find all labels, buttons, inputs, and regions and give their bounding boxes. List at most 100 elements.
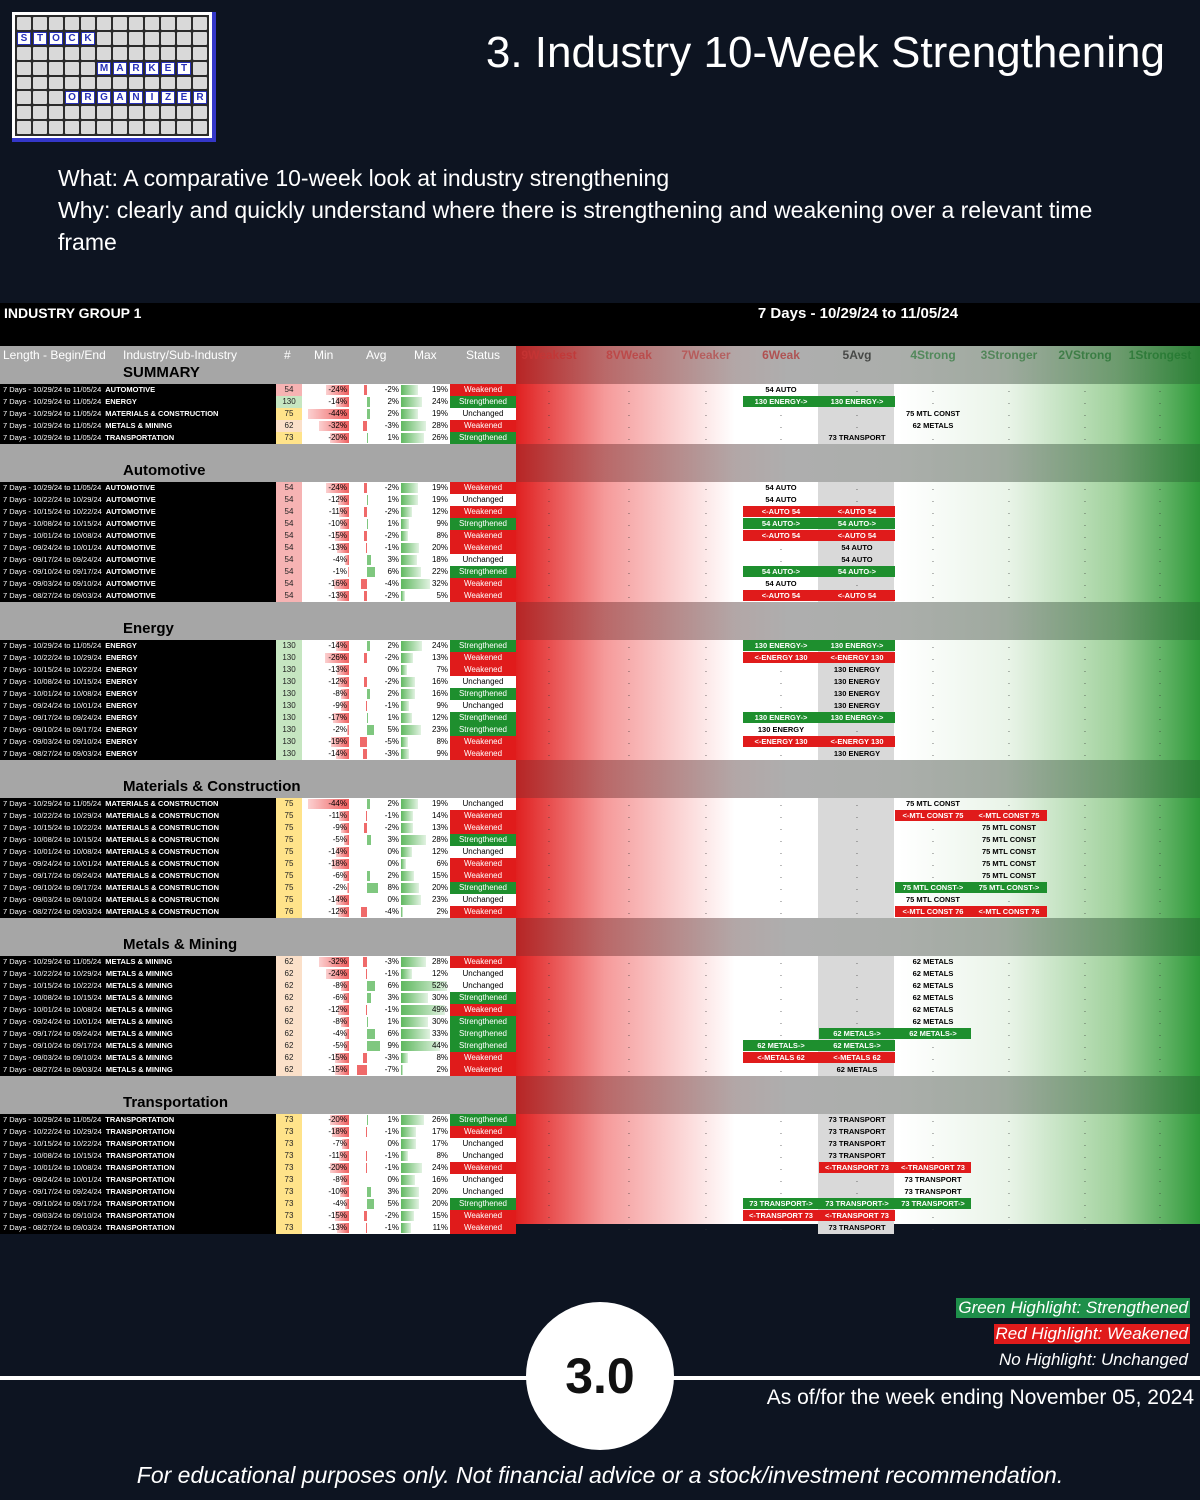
empty-rank-cell: .: [627, 1223, 631, 1232]
empty-rank-cell: .: [1158, 483, 1162, 492]
row-avg-bar: [364, 591, 367, 601]
row-industry: ENERGY: [105, 725, 138, 734]
logo-cell: [129, 46, 143, 60]
row-min: -5%: [302, 1040, 349, 1052]
empty-rank-cell: .: [931, 1115, 935, 1124]
row-period-industry: 7 Days - 09/17/24 to 09/24/24 TRANSPORTAT…: [0, 1186, 276, 1198]
row-min-bar: [340, 823, 349, 833]
row-period: 7 Days - 10/08/24 to 10/15/24: [3, 677, 102, 686]
row-industry: METALS & MINING: [105, 957, 173, 966]
row-min: -20%: [302, 432, 349, 444]
row-avg-value: -2%: [384, 677, 399, 686]
row-max-bar: [401, 1199, 419, 1209]
logo-letter: A: [113, 91, 127, 105]
rank-label: 73 TRANSPORT: [828, 1127, 886, 1136]
empty-rank-cell: .: [931, 579, 935, 588]
row-avg: 2%: [349, 688, 401, 700]
row-period-industry: 7 Days - 08/27/24 to 09/03/24 METALS & MI…: [0, 1064, 276, 1076]
section-title: Metals & Mining: [123, 936, 238, 953]
rank-label: <-TRANSPORT 73: [819, 1210, 895, 1221]
rank-label: <-ENERGY 130: [743, 736, 819, 747]
row-min: -24%: [302, 384, 349, 396]
empty-rank-cell: .: [1007, 555, 1011, 564]
empty-rank-cell: .: [1158, 847, 1162, 856]
empty-rank-cell: .: [1158, 641, 1162, 650]
empty-rank-cell: .: [627, 689, 631, 698]
row-max: 19%: [401, 482, 450, 494]
table-row: 7 Days - 08/27/24 to 09/03/24 ENERGY 130 -1…: [0, 748, 1200, 760]
logo-cell: [193, 121, 207, 134]
avg-column-bg: [818, 420, 894, 432]
row-min-bar: [334, 1053, 349, 1063]
empty-rank-cell: .: [931, 543, 935, 552]
empty-rank-cell: .: [1007, 957, 1011, 966]
row-count: 75: [276, 846, 302, 858]
row-count: 73: [276, 1210, 302, 1222]
empty-rank-cell: .: [547, 1175, 551, 1184]
empty-rank-cell: .: [1083, 409, 1087, 418]
row-period-industry: 7 Days - 09/24/24 to 10/01/24 MATERIALS &…: [0, 858, 276, 870]
empty-rank-cell: .: [1007, 567, 1011, 576]
logo-cell: [193, 76, 207, 90]
row-period: 7 Days - 10/15/24 to 10/22/24: [3, 823, 102, 832]
row-max: 24%: [401, 640, 450, 652]
row-min-value: -2%: [332, 883, 347, 892]
row-min-value: -14%: [328, 749, 347, 758]
row-min-bar: [347, 883, 349, 893]
row-status: Strengthened: [450, 1198, 516, 1210]
row-max-value: 20%: [431, 1199, 448, 1208]
empty-rank-cell: .: [704, 433, 708, 442]
row-count: 62: [276, 980, 302, 992]
row-avg-bar: [362, 749, 367, 759]
row-max-bar: [401, 1115, 425, 1125]
row-max-bar: [401, 957, 426, 967]
table-row: 7 Days - 10/29/24 to 11/05/24 TRANSPORTAT…: [0, 432, 1200, 444]
empty-rank-cell: .: [627, 495, 631, 504]
empty-rank-cell: .: [627, 883, 631, 892]
empty-rank-cell: .: [1158, 1187, 1162, 1196]
empty-rank-cell: .: [1083, 1053, 1087, 1062]
row-max: 49%: [401, 1004, 450, 1016]
row-max-value: 28%: [431, 835, 448, 844]
row-avg: 6%: [349, 566, 401, 578]
group-title: INDUSTRY GROUP 1: [4, 305, 142, 321]
row-avg-value: -3%: [384, 749, 399, 758]
empty-rank-cell: .: [931, 555, 935, 564]
empty-rank-cell: .: [1007, 1211, 1011, 1220]
empty-rank-cell: .: [704, 1115, 708, 1124]
empty-rank-cell: .: [1007, 1187, 1011, 1196]
empty-rank-cell: .: [931, 385, 935, 394]
row-period-industry: 7 Days - 10/22/24 to 10/29/24 MATERIALS &…: [0, 810, 276, 822]
row-status: Unchanged: [450, 968, 516, 980]
row-avg-value: -2%: [384, 385, 399, 394]
row-status: Weakened: [450, 384, 516, 396]
row-max: 7%: [401, 664, 450, 676]
row-max-value: 32%: [431, 579, 448, 588]
row-max-bar: [401, 641, 423, 651]
rank-label: <-MTL CONST 76: [971, 906, 1047, 917]
row-min-bar: [326, 385, 349, 395]
rank-label: <-ENERGY 130: [819, 736, 895, 747]
row-max-value: 13%: [431, 823, 448, 832]
row-min: -17%: [302, 712, 349, 724]
row-max-value: 23%: [431, 725, 448, 734]
rank-label: 75 MTL CONST: [905, 895, 961, 904]
row-avg-value: 2%: [387, 641, 399, 650]
logo-cell: [33, 17, 47, 30]
row-max: 13%: [401, 652, 450, 664]
empty-rank-cell: .: [704, 483, 708, 492]
logo-letter: R: [129, 61, 143, 75]
table-row: 7 Days - 10/01/24 to 10/08/24 TRANSPORTAT…: [0, 1162, 1200, 1174]
empty-rank-cell: .: [779, 1115, 783, 1124]
empty-rank-cell: .: [931, 591, 935, 600]
row-max-bar: [401, 847, 412, 857]
rank-label: <-MTL CONST 75: [895, 810, 971, 821]
rank-label: <-AUTO 54: [819, 506, 895, 517]
row-avg-value: -3%: [384, 421, 399, 430]
row-avg-value: -3%: [384, 957, 399, 966]
row-count: 54: [276, 518, 302, 530]
row-min: -19%: [302, 736, 349, 748]
row-count: 73: [276, 1186, 302, 1198]
logo-letter: C: [65, 31, 79, 45]
row-industry: ENERGY: [105, 665, 138, 674]
